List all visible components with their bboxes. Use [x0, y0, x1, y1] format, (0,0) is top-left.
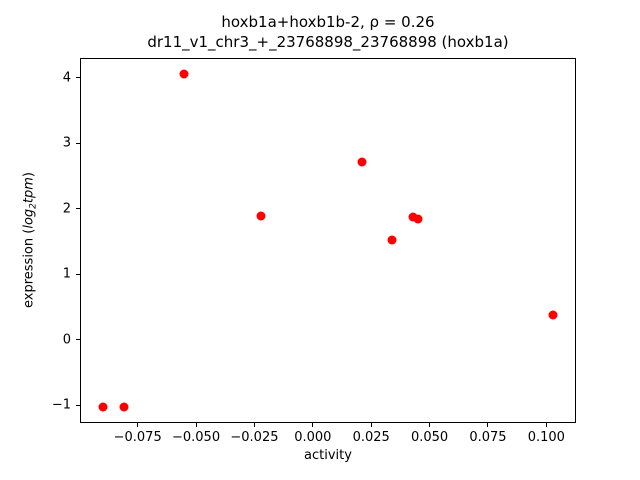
y-tick-mark: [76, 339, 80, 341]
y-tick-label: −1: [51, 397, 71, 413]
y-tick-label: 1: [62, 266, 71, 282]
y-tick-mark: [76, 273, 80, 275]
x-tick-mark: [370, 423, 372, 427]
data-point: [179, 69, 189, 79]
x-tick-label: 0.000: [294, 430, 332, 445]
x-tick-label: 0.025: [352, 430, 390, 445]
data-point: [98, 402, 108, 412]
data-point: [387, 235, 397, 245]
plot-title: hoxb1a+hoxb1b-2, ρ = 0.26 dr11_v1_chr3_+…: [80, 12, 576, 52]
x-tick-mark: [312, 423, 314, 427]
plot-title-line2: dr11_v1_chr3_+_23768898_23768898 (hoxb1a…: [147, 33, 509, 51]
x-tick-mark: [487, 423, 489, 427]
x-tick-label: 0.050: [410, 430, 449, 445]
data-point: [413, 214, 423, 224]
x-tick-label: −0.075: [113, 430, 162, 445]
y-tick-label: 2: [62, 201, 71, 217]
x-tick-mark: [253, 423, 255, 427]
y-tick-mark: [76, 77, 80, 79]
x-tick-label: 0.075: [469, 430, 507, 445]
plot-title-line1: hoxb1a+hoxb1b-2, ρ = 0.26: [221, 13, 435, 31]
x-axis-label: activity: [304, 448, 352, 463]
y-axis-label: expression (log2tpm): [22, 172, 39, 308]
y-tick-mark: [76, 404, 80, 406]
y-tick-mark: [76, 142, 80, 144]
x-tick-mark: [545, 423, 547, 427]
plot-area: [80, 58, 576, 423]
y-tick-label: 0: [62, 332, 71, 348]
x-tick-mark: [429, 423, 431, 427]
x-tick-label: −0.025: [230, 430, 279, 445]
x-tick-label: −0.050: [171, 430, 221, 445]
x-tick-label: 0.100: [527, 430, 565, 445]
y-tick-mark: [76, 208, 80, 210]
y-axis-label-segment: tpm: [21, 177, 37, 204]
y-tick-label: 4: [62, 70, 71, 86]
data-point: [548, 310, 558, 320]
y-axis-label-segment: ): [21, 172, 37, 178]
data-point: [119, 402, 129, 412]
data-point: [256, 211, 266, 221]
data-point: [357, 157, 367, 167]
x-tick-mark: [137, 423, 139, 427]
data-point: [408, 212, 418, 222]
y-tick-label: 3: [62, 135, 71, 151]
x-tick-mark: [195, 423, 197, 427]
